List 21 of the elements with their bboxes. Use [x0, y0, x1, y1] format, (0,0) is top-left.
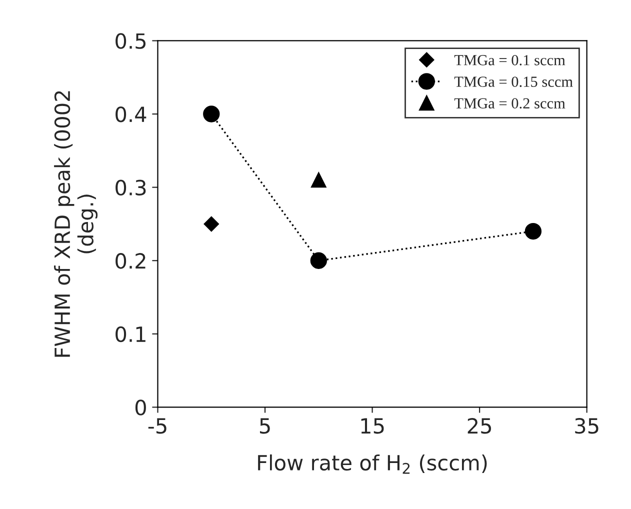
legend-label: TMGa = 0.15 sccm	[454, 76, 573, 87]
y-tick-label: 0.5	[116, 33, 146, 49]
y-tick-label: 0.2	[116, 253, 146, 269]
y-axis-title: FWHM of XRD peak (0002 (deg.)	[54, 91, 98, 357]
point	[524, 222, 542, 240]
y-tick-label: 0.1	[116, 326, 146, 342]
point	[203, 106, 220, 122]
y-tick-label: 0.3	[116, 180, 146, 196]
legend-label: TMGa = 0.2 sccm	[454, 98, 566, 109]
x-axis-title: Flow rate of H$_{2}$ (sccm)	[258, 454, 487, 474]
x-tick-label: 25	[468, 418, 491, 434]
x-tick-label: 15	[361, 418, 384, 434]
point	[311, 172, 326, 188]
legend-label: TMGa = 0.1 sccm	[454, 55, 566, 66]
x-tick-label: 35	[575, 418, 598, 434]
x-tick-label: 5	[260, 418, 270, 434]
y-tick-label: 0	[135, 400, 146, 416]
x-tick-label: -5	[148, 418, 166, 434]
y-tick-label: 0.4	[116, 106, 146, 122]
point	[310, 252, 327, 269]
point	[204, 216, 219, 232]
